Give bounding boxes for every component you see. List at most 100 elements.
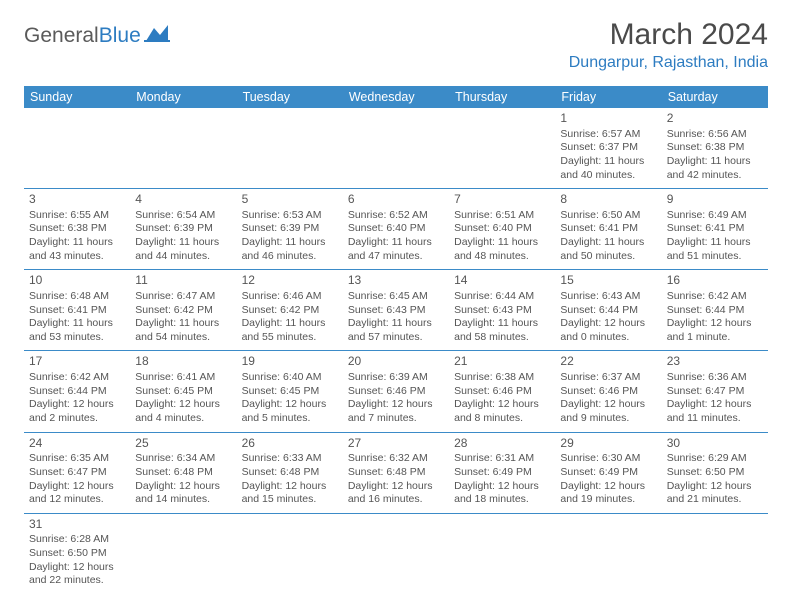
calendar-table: Sunday Monday Tuesday Wednesday Thursday… (24, 86, 768, 594)
day-number: 10 (29, 273, 125, 289)
day-cell: 13Sunrise: 6:45 AMSunset: 6:43 PMDayligh… (343, 270, 449, 351)
daylight-line: Daylight: 11 hours and 51 minutes. (667, 236, 763, 263)
location-label: Dungarpur, Rajasthan, India (569, 54, 768, 72)
daylight-line: Daylight: 11 hours and 44 minutes. (135, 236, 231, 263)
sunset-line: Sunset: 6:49 PM (560, 466, 656, 480)
day-cell: 8Sunrise: 6:50 AMSunset: 6:41 PMDaylight… (555, 189, 661, 270)
day-cell: 23Sunrise: 6:36 AMSunset: 6:47 PMDayligh… (662, 351, 768, 432)
sunrise-line: Sunrise: 6:44 AM (454, 290, 550, 304)
day-number: 15 (560, 273, 656, 289)
daylight-line: Daylight: 11 hours and 48 minutes. (454, 236, 550, 263)
sunrise-line: Sunrise: 6:42 AM (667, 290, 763, 304)
day-cell: 7Sunrise: 6:51 AMSunset: 6:40 PMDaylight… (449, 189, 555, 270)
sunset-line: Sunset: 6:44 PM (560, 304, 656, 318)
day-number: 5 (242, 192, 338, 208)
sunset-line: Sunset: 6:47 PM (667, 385, 763, 399)
sunset-line: Sunset: 6:45 PM (135, 385, 231, 399)
sunset-line: Sunset: 6:39 PM (135, 222, 231, 236)
sunset-line: Sunset: 6:48 PM (348, 466, 444, 480)
sunrise-line: Sunrise: 6:47 AM (135, 290, 231, 304)
day-number: 25 (135, 436, 231, 452)
day-cell: 5Sunrise: 6:53 AMSunset: 6:39 PMDaylight… (237, 189, 343, 270)
daylight-line: Daylight: 12 hours and 4 minutes. (135, 398, 231, 425)
day-cell: 26Sunrise: 6:33 AMSunset: 6:48 PMDayligh… (237, 432, 343, 513)
daylight-line: Daylight: 12 hours and 16 minutes. (348, 480, 444, 507)
day-number: 4 (135, 192, 231, 208)
day-number: 12 (242, 273, 338, 289)
empty-cell (130, 108, 236, 189)
sunset-line: Sunset: 6:38 PM (29, 222, 125, 236)
daylight-line: Daylight: 12 hours and 5 minutes. (242, 398, 338, 425)
empty-cell (343, 108, 449, 189)
sunrise-line: Sunrise: 6:46 AM (242, 290, 338, 304)
sunrise-line: Sunrise: 6:48 AM (29, 290, 125, 304)
daylight-line: Daylight: 11 hours and 42 minutes. (667, 155, 763, 182)
weekday-header-row: Sunday Monday Tuesday Wednesday Thursday… (24, 86, 768, 108)
day-number: 3 (29, 192, 125, 208)
sunset-line: Sunset: 6:43 PM (348, 304, 444, 318)
day-number: 11 (135, 273, 231, 289)
sunrise-line: Sunrise: 6:38 AM (454, 371, 550, 385)
calendar-row: 1Sunrise: 6:57 AMSunset: 6:37 PMDaylight… (24, 108, 768, 189)
daylight-line: Daylight: 12 hours and 7 minutes. (348, 398, 444, 425)
daylight-line: Daylight: 11 hours and 50 minutes. (560, 236, 656, 263)
sunrise-line: Sunrise: 6:57 AM (560, 128, 656, 142)
day-cell: 28Sunrise: 6:31 AMSunset: 6:49 PMDayligh… (449, 432, 555, 513)
logo: General Blue (24, 24, 172, 48)
weekday-header: Monday (130, 86, 236, 108)
sunset-line: Sunset: 6:41 PM (560, 222, 656, 236)
day-cell: 3Sunrise: 6:55 AMSunset: 6:38 PMDaylight… (24, 189, 130, 270)
daylight-line: Daylight: 12 hours and 9 minutes. (560, 398, 656, 425)
sunset-line: Sunset: 6:48 PM (135, 466, 231, 480)
day-cell: 27Sunrise: 6:32 AMSunset: 6:48 PMDayligh… (343, 432, 449, 513)
page-header: General Blue March 2024 Dungarpur, Rajas… (24, 18, 768, 72)
day-number: 24 (29, 436, 125, 452)
day-cell: 15Sunrise: 6:43 AMSunset: 6:44 PMDayligh… (555, 270, 661, 351)
sunset-line: Sunset: 6:39 PM (242, 222, 338, 236)
day-number: 18 (135, 354, 231, 370)
sunset-line: Sunset: 6:46 PM (454, 385, 550, 399)
day-number: 16 (667, 273, 763, 289)
daylight-line: Daylight: 12 hours and 8 minutes. (454, 398, 550, 425)
sunset-line: Sunset: 6:42 PM (135, 304, 231, 318)
empty-cell (130, 513, 236, 594)
sunset-line: Sunset: 6:42 PM (242, 304, 338, 318)
sunset-line: Sunset: 6:47 PM (29, 466, 125, 480)
day-cell: 30Sunrise: 6:29 AMSunset: 6:50 PMDayligh… (662, 432, 768, 513)
day-number: 21 (454, 354, 550, 370)
day-number: 1 (560, 111, 656, 127)
sunrise-line: Sunrise: 6:50 AM (560, 209, 656, 223)
weekday-header: Tuesday (237, 86, 343, 108)
sunrise-line: Sunrise: 6:41 AM (135, 371, 231, 385)
calendar-row: 17Sunrise: 6:42 AMSunset: 6:44 PMDayligh… (24, 351, 768, 432)
day-cell: 18Sunrise: 6:41 AMSunset: 6:45 PMDayligh… (130, 351, 236, 432)
day-number: 28 (454, 436, 550, 452)
daylight-line: Daylight: 12 hours and 22 minutes. (29, 561, 125, 588)
day-number: 8 (560, 192, 656, 208)
day-number: 19 (242, 354, 338, 370)
weekday-header: Saturday (662, 86, 768, 108)
weekday-header: Wednesday (343, 86, 449, 108)
daylight-line: Daylight: 12 hours and 18 minutes. (454, 480, 550, 507)
sunrise-line: Sunrise: 6:32 AM (348, 452, 444, 466)
empty-cell (343, 513, 449, 594)
daylight-line: Daylight: 11 hours and 40 minutes. (560, 155, 656, 182)
day-number: 26 (242, 436, 338, 452)
logo-word-blue: Blue (99, 24, 141, 48)
day-number: 31 (29, 517, 125, 533)
empty-cell (555, 513, 661, 594)
daylight-line: Daylight: 12 hours and 19 minutes. (560, 480, 656, 507)
day-cell: 16Sunrise: 6:42 AMSunset: 6:44 PMDayligh… (662, 270, 768, 351)
day-number: 14 (454, 273, 550, 289)
day-number: 13 (348, 273, 444, 289)
day-number: 27 (348, 436, 444, 452)
daylight-line: Daylight: 12 hours and 11 minutes. (667, 398, 763, 425)
sunrise-line: Sunrise: 6:35 AM (29, 452, 125, 466)
sunrise-line: Sunrise: 6:31 AM (454, 452, 550, 466)
daylight-line: Daylight: 11 hours and 57 minutes. (348, 317, 444, 344)
day-cell: 29Sunrise: 6:30 AMSunset: 6:49 PMDayligh… (555, 432, 661, 513)
daylight-line: Daylight: 11 hours and 43 minutes. (29, 236, 125, 263)
day-cell: 6Sunrise: 6:52 AMSunset: 6:40 PMDaylight… (343, 189, 449, 270)
sunset-line: Sunset: 6:40 PM (348, 222, 444, 236)
empty-cell (24, 108, 130, 189)
